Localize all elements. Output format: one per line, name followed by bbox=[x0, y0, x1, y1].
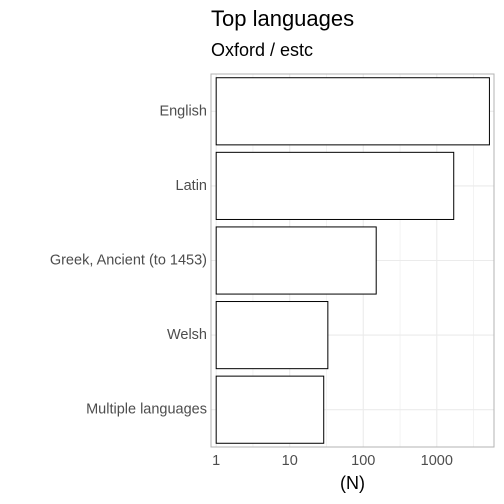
category-label: Latin bbox=[176, 178, 207, 194]
bar bbox=[215, 226, 377, 295]
plot-panel bbox=[210, 73, 495, 448]
bar bbox=[215, 77, 490, 146]
x-tick-labels: 1 10 100 1000 bbox=[212, 453, 453, 469]
x-tick-label: 10 bbox=[282, 453, 298, 469]
chart-title: Top languages bbox=[211, 6, 355, 31]
x-tick-label: 1000 bbox=[421, 453, 453, 469]
category-labels: English Latin Greek, Ancient (to 1453) Wels… bbox=[50, 103, 207, 417]
category-label: Welsh bbox=[167, 327, 207, 343]
bar bbox=[215, 301, 329, 370]
bar bbox=[215, 375, 325, 444]
bars bbox=[215, 77, 490, 444]
x-axis-title: (N) bbox=[340, 473, 365, 493]
category-label: English bbox=[159, 103, 207, 119]
chart-subtitle: Oxford / estc bbox=[211, 40, 314, 60]
x-tick-label: 1 bbox=[212, 453, 220, 469]
x-tick-label: 100 bbox=[351, 453, 375, 469]
category-label: Multiple languages bbox=[86, 402, 207, 418]
category-label: Greek, Ancient (to 1453) bbox=[50, 253, 207, 269]
bar bbox=[215, 151, 455, 220]
